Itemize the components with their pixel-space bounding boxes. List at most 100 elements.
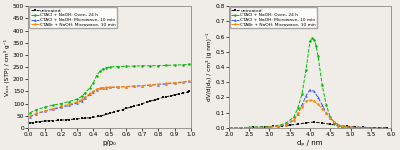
untreated [123,108,128,109]
CTABr + NaOH: Microwave, 10 min: (0.48, 166): Microwave, 10 min: (0.48, 166) [104,87,109,88]
untreated [132,105,136,107]
CTACl + NaOH: Microwave, 10 min: (4, 0.25): Microwave, 10 min: (4, 0.25) [308,89,312,91]
CTACl + NaOH: Microwave, 10 min: (5.5, 0): Microwave, 10 min: (5.5, 0) [368,127,373,129]
CTACl + NaOH: Microwave, 10 min: (5.2, 0.001): Microwave, 10 min: (5.2, 0.001) [356,127,361,129]
CTABr + NaOH: Microwave, 10 min: (0.33, 118): Microwave, 10 min: (0.33, 118) [80,98,84,100]
untreated [279,125,284,127]
untreated [336,124,341,126]
X-axis label: p/p₀: p/p₀ [103,140,116,146]
CTACl + NaOH: Microwave, 10 min: (0.95, 187): Microwave, 10 min: (0.95, 187) [180,81,185,83]
untreated [148,100,152,102]
untreated [352,126,357,128]
CTACl + NaOH: Microwave, 10 min: (3.2, 0.01): Microwave, 10 min: (3.2, 0.01) [275,125,280,127]
CTABr + NaOH: Microwave, 10 min: (4.4, 0.095): Microwave, 10 min: (4.4, 0.095) [324,112,329,114]
CTACl + NaOH: Microwave, 10 min: (5, 0.003): Microwave, 10 min: (5, 0.003) [348,127,353,128]
CTACl + NaOH: Microwave, 10 min: (0.3, 102): Microwave, 10 min: (0.3, 102) [75,102,80,104]
untreated [185,91,190,93]
CTABr + NaOH: Microwave, 10 min: (0.4, 150): Microwave, 10 min: (0.4, 150) [91,90,96,92]
CTACl + NaOH: Oven, 24 h: (3.7, 0.13): Oven, 24 h: (3.7, 0.13) [296,107,300,109]
untreated [80,117,84,119]
untreated [104,114,109,115]
CTACl + NaOH: Oven, 24 h: (0.25, 108): Oven, 24 h: (0.25, 108) [66,101,71,102]
CTABr + NaOH: Microwave, 10 min: (5.5, 0): Microwave, 10 min: (5.5, 0) [368,127,373,129]
CTABr + NaOH: Microwave, 10 min: (5.2, 0.001): Microwave, 10 min: (5.2, 0.001) [356,127,361,129]
CTABr + NaOH: Microwave, 10 min: (0.75, 177): Microwave, 10 min: (0.75, 177) [148,84,152,86]
CTABr + NaOH: Microwave, 10 min: (0.55, 169): Microwave, 10 min: (0.55, 169) [115,86,120,88]
CTACl + NaOH: Microwave, 10 min: (0.8, 178): Microwave, 10 min: (0.8, 178) [156,84,161,85]
untreated [47,120,52,122]
untreated [153,99,158,101]
CTACl + NaOH: Oven, 24 h: (5.2, 0.001): Oven, 24 h: (5.2, 0.001) [356,127,361,129]
CTABr + NaOH: Microwave, 10 min: (0.05, 60): Microwave, 10 min: (0.05, 60) [34,112,39,114]
untreated [312,121,316,123]
CTACl + NaOH: Microwave, 10 min: (4.7, 0.02): Microwave, 10 min: (4.7, 0.02) [336,124,341,126]
CTABr + NaOH: Microwave, 10 min: (0.65, 172): Microwave, 10 min: (0.65, 172) [132,85,136,87]
CTACl + NaOH: Microwave, 10 min: (0.55, 168): Microwave, 10 min: (0.55, 168) [115,86,120,88]
untreated [263,126,268,128]
CTACl + NaOH: Microwave, 10 min: (4.6, 0.038): Microwave, 10 min: (4.6, 0.038) [332,121,337,123]
Line: CTABr + NaOH: Microwave, 10 min: CTABr + NaOH: Microwave, 10 min [228,99,372,129]
CTACl + NaOH: Microwave, 10 min: (0.9, 184): Microwave, 10 min: (0.9, 184) [172,82,177,84]
CTACl + NaOH: Oven, 24 h: (3.9, 0.38): Oven, 24 h: (3.9, 0.38) [304,69,308,71]
untreated [120,109,125,111]
CTABr + NaOH: Microwave, 10 min: (4, 0.185): Microwave, 10 min: (4, 0.185) [308,99,312,101]
Legend: untreated, CTACl + NaOH: Oven, 24 h, CTACl + NaOH: Microwave, 10 min, CTABr + Na: untreated, CTACl + NaOH: Oven, 24 h, CTA… [230,7,318,28]
CTACl + NaOH: Microwave, 10 min: (0.2, 84): Microwave, 10 min: (0.2, 84) [58,106,63,108]
CTABr + NaOH: Microwave, 10 min: (5, 0.004): Microwave, 10 min: (5, 0.004) [348,126,353,128]
CTACl + NaOH: Microwave, 10 min: (0.99, 191): Microwave, 10 min: (0.99, 191) [187,81,192,82]
CTACl + NaOH: Microwave, 10 min: (0.42, 156): Microwave, 10 min: (0.42, 156) [94,89,99,91]
CTABr + NaOH: Microwave, 10 min: (3.4, 0.022): Microwave, 10 min: (3.4, 0.022) [283,124,288,125]
untreated [385,127,390,129]
CTABr + NaOH: Microwave, 10 min: (0.35, 128): Microwave, 10 min: (0.35, 128) [83,96,88,98]
CTACl + NaOH: Microwave, 10 min: (3, 0.005): Microwave, 10 min: (3, 0.005) [267,126,272,128]
untreated [50,120,55,122]
CTACl + NaOH: Oven, 24 h: (0.44, 232): Oven, 24 h: (0.44, 232) [98,70,102,72]
CTACl + NaOH: Microwave, 10 min: (0.75, 175): Microwave, 10 min: (0.75, 175) [148,84,152,86]
CTACl + NaOH: Microwave, 10 min: (3.8, 0.15): Microwave, 10 min: (3.8, 0.15) [300,104,304,106]
untreated [144,101,149,103]
CTACl + NaOH: Oven, 24 h: (0.38, 165): Oven, 24 h: (0.38, 165) [88,87,92,89]
CTABr + NaOH: Microwave, 10 min: (0.2, 88): Microwave, 10 min: (0.2, 88) [58,106,63,107]
CTACl + NaOH: Oven, 24 h: (4.15, 0.54): Oven, 24 h: (4.15, 0.54) [314,45,318,47]
untreated [271,125,276,127]
CTACl + NaOH: Microwave, 10 min: (0.46, 164): Microwave, 10 min: (0.46, 164) [101,87,106,89]
untreated [136,104,141,106]
CTABr + NaOH: Microwave, 10 min: (0.3, 107): Microwave, 10 min: (0.3, 107) [75,101,80,103]
CTACl + NaOH: Oven, 24 h: (2.5, 0.003): Oven, 24 h: (2.5, 0.003) [247,127,252,128]
CTACl + NaOH: Microwave, 10 min: (0.38, 138): Microwave, 10 min: (0.38, 138) [88,93,92,95]
CTABr + NaOH: Microwave, 10 min: (0.99, 193): Microwave, 10 min: (0.99, 193) [187,80,192,82]
untreated [161,97,166,98]
CTABr + NaOH: Microwave, 10 min: (0.01, 47): Microwave, 10 min: (0.01, 47) [28,116,32,117]
CTACl + NaOH: Oven, 24 h: (4.05, 0.59): Oven, 24 h: (4.05, 0.59) [310,37,314,39]
CTACl + NaOH: Oven, 24 h: (4.6, 0.03): Oven, 24 h: (4.6, 0.03) [332,122,337,124]
CTACl + NaOH: Microwave, 10 min: (4.1, 0.24): Microwave, 10 min: (4.1, 0.24) [312,90,316,92]
CTACl + NaOH: Oven, 24 h: (3.6, 0.07): Oven, 24 h: (3.6, 0.07) [291,116,296,118]
CTACl + NaOH: Microwave, 10 min: (0.7, 173): Microwave, 10 min: (0.7, 173) [140,85,144,87]
untreated [360,126,365,128]
CTACl + NaOH: Oven, 24 h: (2, 0): Oven, 24 h: (2, 0) [226,127,231,129]
CTACl + NaOH: Oven, 24 h: (3.2, 0.015): Oven, 24 h: (3.2, 0.015) [275,125,280,126]
Line: untreated: untreated [228,121,388,129]
CTABr + NaOH: Microwave, 10 min: (2.5, 0.002): Microwave, 10 min: (2.5, 0.002) [247,127,252,129]
Y-axis label: dV/d(dₚ) / cm³ (g nm)⁻¹: dV/d(dₚ) / cm³ (g nm)⁻¹ [206,33,212,101]
untreated [75,118,80,120]
CTACl + NaOH: Oven, 24 h: (0.95, 259): Oven, 24 h: (0.95, 259) [180,64,185,66]
untreated [172,94,177,96]
CTABr + NaOH: Microwave, 10 min: (4.2, 0.155): Microwave, 10 min: (4.2, 0.155) [316,103,320,105]
CTACl + NaOH: Oven, 24 h: (0.65, 254): Oven, 24 h: (0.65, 254) [132,65,136,67]
CTACl + NaOH: Oven, 24 h: (0.42, 215): Oven, 24 h: (0.42, 215) [94,75,99,76]
CTACl + NaOH: Oven, 24 h: (0.48, 247): Oven, 24 h: (0.48, 247) [104,67,109,69]
CTACl + NaOH: Oven, 24 h: (4.8, 0.007): Oven, 24 h: (4.8, 0.007) [340,126,345,128]
CTACl + NaOH: Oven, 24 h: (3.4, 0.03): Oven, 24 h: (3.4, 0.03) [283,122,288,124]
untreated [169,95,174,97]
CTACl + NaOH: Microwave, 10 min: (0.1, 68): Microwave, 10 min: (0.1, 68) [42,110,47,112]
untreated [187,90,192,92]
CTACl + NaOH: Oven, 24 h: (0.3, 118): Oven, 24 h: (0.3, 118) [75,98,80,100]
untreated [344,125,349,127]
CTACl + NaOH: Microwave, 10 min: (3.6, 0.05): Microwave, 10 min: (3.6, 0.05) [291,119,296,121]
CTACl + NaOH: Microwave, 10 min: (0.85, 181): Microwave, 10 min: (0.85, 181) [164,83,169,85]
CTACl + NaOH: Microwave, 10 min: (0.25, 92): Microwave, 10 min: (0.25, 92) [66,105,71,106]
CTABr + NaOH: Microwave, 10 min: (3.7, 0.095): Microwave, 10 min: (3.7, 0.095) [296,112,300,114]
CTACl + NaOH: Microwave, 10 min: (0.5, 166): Microwave, 10 min: (0.5, 166) [107,87,112,88]
CTACl + NaOH: Microwave, 10 min: (4.5, 0.065): Microwave, 10 min: (4.5, 0.065) [328,117,333,119]
